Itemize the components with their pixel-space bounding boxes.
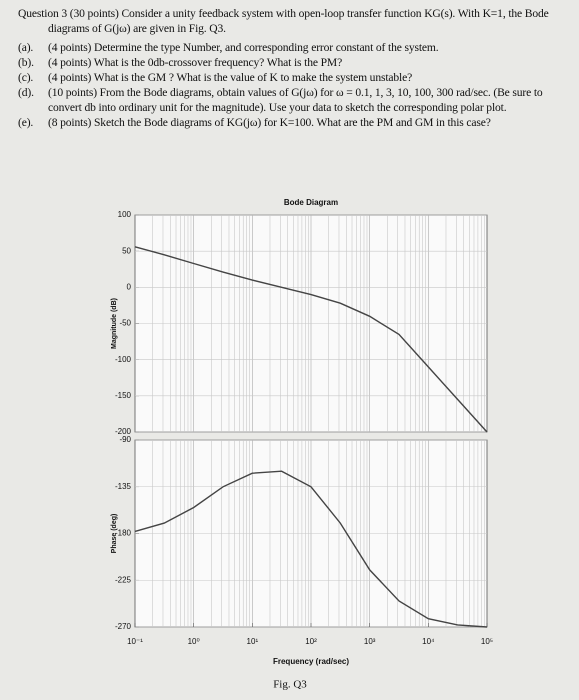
y-tick-label: -150: [115, 391, 132, 400]
line: [134, 470, 488, 628]
y-tick-label: -270: [115, 622, 132, 631]
y-tick-label: -50: [119, 319, 131, 328]
question-part: (a). (4 points) Determine the type Number…: [18, 40, 563, 55]
part-label: (b).: [18, 56, 34, 69]
y-tick-label: 100: [118, 210, 132, 219]
x-tick-label: 10⁵: [481, 637, 493, 646]
y-tick-label: -180: [115, 529, 132, 538]
y-tick-label: 50: [122, 246, 131, 255]
x-tick-label: 10⁰: [188, 637, 200, 646]
line: [134, 246, 488, 433]
question-part: (e). (8 points) Sketch the Bode diagrams …: [18, 115, 563, 130]
x-tick-label: 10³: [364, 637, 376, 646]
x-axis-label: Frequency (rad/sec): [273, 657, 349, 666]
figure-title: Bode Diagram: [284, 198, 338, 207]
y-tick-label: -225: [115, 575, 132, 584]
question-part: (b). (4 points) What is the 0db-crossover…: [18, 55, 563, 70]
x-tick-label: 10¹: [247, 637, 259, 646]
part-text: (4 points) What is the 0db-crossover fre…: [48, 56, 343, 69]
question-part: (c). (4 points) What is the GM ? What is …: [18, 70, 563, 85]
part-text: (4 points) Determine the type Number, an…: [48, 41, 439, 54]
question-heading: Question 3 (30 points) Consider a unity …: [18, 7, 549, 35]
y-tick-label: -90: [119, 435, 131, 444]
y-axis-label: Magnitude (dB): [111, 298, 118, 349]
x-tick-label: 10⁻¹: [127, 637, 143, 646]
y-tick-label: -100: [115, 355, 132, 364]
part-label: (e).: [18, 116, 34, 129]
figure-caption: Fig. Q3: [273, 679, 307, 691]
x-tick-label: 10⁴: [422, 637, 435, 646]
part-text: (10 points) From the Bode diagrams, obta…: [48, 86, 543, 114]
part-text: (8 points) Sketch the Bode diagrams of K…: [48, 116, 491, 129]
part-label: (d).: [18, 86, 34, 99]
part-label: (c).: [18, 71, 34, 84]
part-text: (4 points) What is the GM ? What is the …: [48, 71, 413, 84]
part-label: (a).: [18, 41, 34, 54]
y-axis-label: Phase (deg): [111, 514, 118, 554]
y-tick-label: -200: [115, 427, 132, 436]
question-parts: (a). (4 points) Determine the type Number…: [18, 40, 563, 130]
y-tick-label: -135: [115, 482, 132, 491]
y-tick-label: 0: [127, 282, 132, 291]
x-tick-label: 10²: [305, 637, 317, 646]
question-part: (d). (10 points) From the Bode diagrams, …: [18, 85, 563, 115]
